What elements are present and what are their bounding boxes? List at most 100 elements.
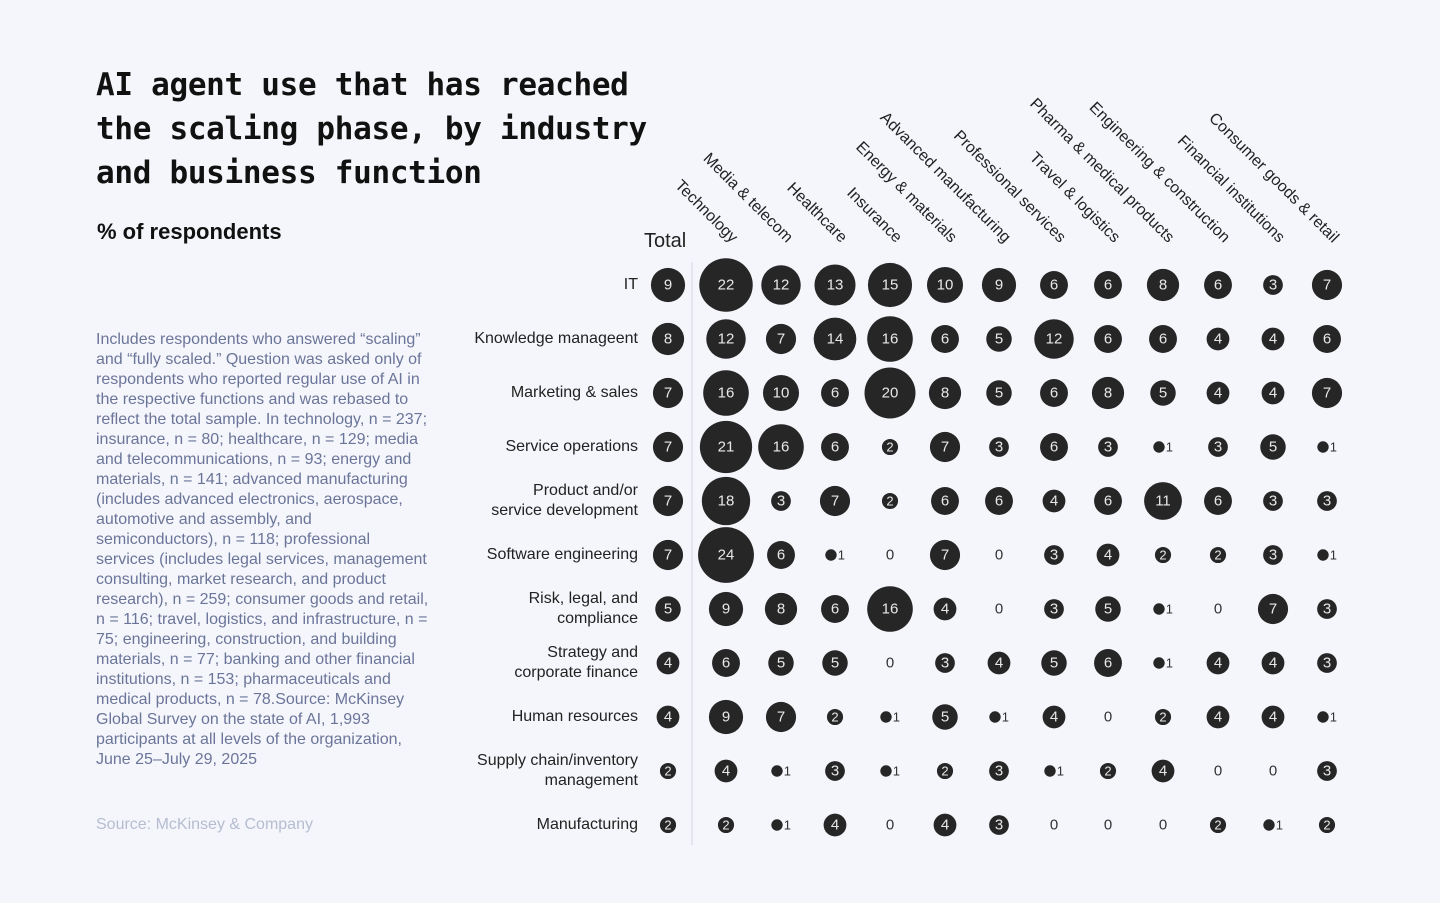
bubble-mark [936,762,954,780]
bubble-value: 7 [1269,601,1277,618]
bubble-value: 2 [1159,548,1166,563]
bubble-value: 4 [1269,331,1277,348]
bubble-value: 14 [827,331,844,348]
bubble-service-operations-technology: 21 [699,420,753,474]
bubble-mark [699,258,753,312]
bubble-marketing-sales-total: 7 [652,377,684,409]
bubble-value: 7 [777,709,785,726]
bubble-knowledge-manageent-pharma-medical-products: 6 [1149,325,1177,353]
bubble-value: 5 [831,655,839,672]
bubble-value: 3 [777,493,785,510]
bubble-strategy-and-corporate-finance-media-telecom: 5 [768,650,794,676]
bubble-value: 6 [941,493,949,510]
bubble-human-resources-healthcare: 2 [826,708,844,726]
bubble-value: 3 [1323,655,1331,672]
bubble-human-resources-financial-institutions: 4 [1261,705,1285,729]
bubble-mark [758,424,804,470]
bubble-value: 6 [941,331,949,348]
bubble-value: 6 [1104,493,1112,510]
bubble-mark [1042,705,1066,729]
bubble-mark [985,487,1013,515]
bubble-mark [1263,491,1283,511]
bubble-marketing-sales-media-telecom: 10 [762,374,800,412]
bubble-it-total: 9 [650,267,686,303]
bubble-mark [1095,596,1121,622]
bubble-it-travel-logistics: 6 [1094,271,1122,299]
bubble-software-engineering-engineering-construction: 2 [1209,546,1227,564]
bubble-mark [825,549,837,561]
bubble-product-and-or-service-development-advanced-manufacturing: 6 [985,487,1013,515]
bubble-value: 4 [1214,331,1222,348]
bubble-marketing-sales-pharma-medical-products: 5 [1150,380,1176,406]
bubble-mark [1150,380,1176,406]
bubble-strategy-and-corporate-finance-healthcare: 5 [822,650,848,676]
bubble-mark [1261,381,1285,405]
bubble-mark [813,317,857,361]
bubble-value: 6 [1050,385,1058,402]
bubble-mark [867,262,913,308]
bubble-mark [989,815,1009,835]
bubble-mark [703,370,749,416]
bubble-value: 4 [1269,709,1277,726]
bubble-value: 2 [1214,818,1221,833]
bubble-risk-legal-and-compliance-technology: 9 [708,591,744,627]
bubble-marketing-sales-healthcare: 6 [821,379,849,407]
bubble-mark [652,377,684,409]
bubble-value: 1 [893,764,900,779]
bubble-manufacturing-engineering-construction: 2 [1209,816,1227,834]
bubble-mark [1149,325,1177,353]
bubble-value: 3 [1323,601,1331,618]
bubble-marketing-sales-energy-materials: 8 [928,376,962,410]
bubble-mark [656,705,680,729]
bubble-value: 0 [1214,601,1222,618]
bubble-software-engineering-media-telecom: 6 [767,541,795,569]
source-credit: Source: McKinsey & Company [96,816,313,833]
bubble-mark [1034,319,1074,359]
bubble-value: 4 [1214,709,1222,726]
bubble-value: 2 [1159,710,1166,725]
bubble-value: 0 [1269,763,1277,780]
bubble-value: 4 [831,817,839,834]
bubble-mark [651,322,685,356]
bubble-mark [652,485,684,517]
bubble-mark [929,431,961,463]
bubble-value: 12 [718,331,735,348]
bubble-value: 4 [1214,385,1222,402]
bubble-mark [1317,711,1329,723]
bubble-value: 4 [1214,655,1222,672]
bubble-marketing-sales-technology: 16 [703,370,749,416]
bubble-value: 6 [1104,331,1112,348]
bubble-human-resources-energy-materials: 5 [932,704,958,730]
bubble-mark [821,595,849,623]
bubble-software-engineering-insurance: 0 [886,547,894,564]
bubble-mark [867,316,913,362]
bubble-mark [655,596,681,622]
bubble-value: 6 [1050,277,1058,294]
bubble-mark [761,265,801,305]
bubble-value: 5 [1050,655,1058,672]
bubble-value: 5 [777,655,785,672]
bubble-mark [714,759,738,783]
bubble-service-operations-advanced-manufacturing: 3 [989,437,1009,457]
bubble-mark [1260,434,1286,460]
bubble-risk-legal-and-compliance-professional-services: 3 [1044,599,1064,619]
bubble-service-operations-professional-services: 6 [1040,433,1068,461]
bubble-value: 3 [1269,277,1277,294]
bubble-risk-legal-and-compliance-engineering-construction: 0 [1214,601,1222,618]
bubble-mark [867,586,913,632]
bubble-strategy-and-corporate-finance-total: 4 [656,651,680,675]
bubble-manufacturing-technology: 2 [717,816,735,834]
bubble-mark [771,819,783,831]
bubble-value: 20 [882,385,899,402]
bubble-mark [1261,705,1285,729]
bubble-mark [771,491,791,511]
bubble-mark [765,323,797,355]
bubble-value: 4 [1159,763,1167,780]
bubble-knowledge-manageent-consumer-goods-retail: 6 [1313,325,1341,353]
bubble-software-engineering-advanced-manufacturing: 0 [995,547,1003,564]
bubble-value: 22 [718,277,735,294]
bubble-value: 1 [838,548,845,563]
bubble-value: 12 [1046,331,1063,348]
bubble-risk-legal-and-compliance-media-telecom: 8 [764,592,798,626]
